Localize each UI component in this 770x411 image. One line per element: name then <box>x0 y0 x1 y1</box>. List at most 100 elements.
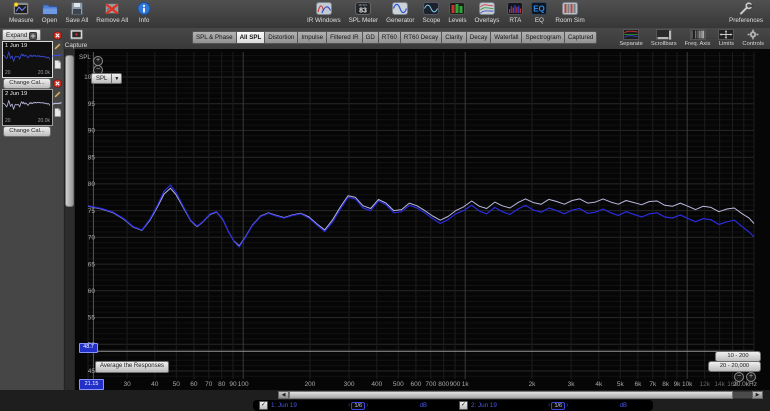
measurement-card-2[interactable]: 2 Jun 19 20 20.0k <box>2 89 53 126</box>
toolbar-button-scope[interactable]: Scope <box>418 2 444 24</box>
measurement-title: 1 Jun 19 <box>5 43 28 49</box>
horizontal-scrollbar-track[interactable] <box>733 391 752 399</box>
tab-distortion[interactable]: Distortion <box>265 31 299 44</box>
tab-filtered-ir[interactable]: Filtered IR <box>327 31 363 44</box>
y-tick-label: 45 <box>88 368 96 375</box>
toolbar-button-label: RTA <box>509 16 522 24</box>
x-tick-label: 6k <box>634 381 642 388</box>
spl-graph-selector[interactable]: SPL ▼ <box>91 73 123 84</box>
capture-button[interactable]: Capture <box>60 29 92 49</box>
x-tick-label: 10k <box>682 381 693 388</box>
toolbar-button-save-all[interactable]: Save All <box>62 2 93 24</box>
y-tick-label: 95 <box>88 101 96 108</box>
tab-impulse[interactable]: Impulse <box>298 31 328 44</box>
close-icon[interactable] <box>52 79 62 88</box>
graph-button-label: Freq. Axis <box>684 41 711 47</box>
spl-meter-icon: dB SPL 83 <box>355 2 372 15</box>
sidebar-scrollbar-thumb[interactable] <box>65 55 74 207</box>
controls-icon <box>745 29 761 40</box>
toolbar-button-overlays[interactable]: Overlays <box>471 2 504 24</box>
trace-color-icon[interactable] <box>52 53 62 58</box>
spl-plot[interactable]: 1009590858075706560555045304050607080901… <box>75 49 770 390</box>
bottom-bar: ◀ ▶ ✓ 1: Jun 19 ‹ 1/6 › dB ✓ 2: Jun 19 ‹ 1/6 › dB <box>0 390 770 411</box>
close-icon[interactable] <box>52 31 62 40</box>
y-tick-label: 80 <box>88 181 96 188</box>
toolbar-button-info[interactable]: Info <box>132 2 156 24</box>
tab-all-spl[interactable]: All SPL <box>236 31 266 44</box>
tab-spectrogram[interactable]: Spectrogram <box>522 31 565 44</box>
legend-checkbox[interactable]: ✓ <box>459 401 468 410</box>
smoothing-control[interactable]: ‹ 1/6 › <box>548 401 569 410</box>
graph-tabs: SPL & Phase All SPL Distortion Impulse Filte… <box>192 31 598 44</box>
tab-waterfall[interactable]: Waterfall <box>491 31 523 44</box>
chevron-down-icon[interactable]: ▼ <box>112 73 123 84</box>
edit-icon[interactable] <box>53 42 62 51</box>
tab-captured[interactable]: Captured <box>564 31 598 44</box>
legend-checkbox[interactable]: ✓ <box>259 401 268 410</box>
graph-button-controls[interactable]: Controls <box>738 29 768 47</box>
y-tick-label: 75 <box>88 208 96 215</box>
notes-icon[interactable] <box>53 108 62 117</box>
toolbar-button-open[interactable]: Open <box>38 2 62 24</box>
thumbnail-freq-range: 20 20.0k <box>3 118 52 124</box>
expand-icon <box>29 31 38 40</box>
toolbar-button-spl-meter[interactable]: dB SPL 83 SPL Meter <box>345 2 383 24</box>
sidebar-scrollbar[interactable] <box>64 49 75 390</box>
horizontal-scrollbar-thumb[interactable] <box>289 391 733 399</box>
average-responses-button[interactable]: Average the Responses <box>95 361 169 373</box>
graph-button-limits[interactable]: Limits <box>714 29 738 47</box>
x-tick-label: 500 <box>393 381 404 388</box>
tab-rt60[interactable]: RT60 <box>378 31 401 44</box>
eq-icon: EQ <box>531 2 548 15</box>
trace-legend: ✓ 1: Jun 19 ‹ 1/6 › dB ✓ 2: Jun 19 ‹ 1/6 › dB <box>253 400 653 411</box>
y-tick-label: 60 <box>88 288 96 295</box>
x-tick-label: 5k <box>617 381 625 388</box>
tab-clarity[interactable]: Clarity <box>442 31 467 44</box>
x-tick-label: 4k <box>595 381 603 388</box>
change-cal-button-2[interactable]: Change Cal... <box>3 126 51 137</box>
toolbar-button-remove-all[interactable]: Remove All <box>92 2 132 24</box>
smoothing-right-arrow[interactable]: › <box>366 402 369 409</box>
tab-rt60-decay[interactable]: RT60 Decay <box>400 31 443 44</box>
tab-spl-phase[interactable]: SPL & Phase <box>192 31 237 44</box>
freq-range-20-20000-button[interactable]: 20 - 20,000 <box>708 361 761 372</box>
edit-icon[interactable] <box>53 90 62 99</box>
tab-decay[interactable]: Decay <box>466 31 492 44</box>
rta-icon <box>507 2 524 15</box>
measurement-card-1[interactable]: 1 Jun 19 20 20.0k <box>2 41 53 78</box>
trace-color-icon[interactable] <box>52 101 62 106</box>
smoothing-control[interactable]: ‹ 1/6 › <box>348 401 369 410</box>
scroll-right-arrow[interactable]: ▶ <box>752 391 763 399</box>
smoothing-right-arrow[interactable]: › <box>566 402 569 409</box>
notes-icon[interactable] <box>53 60 62 69</box>
toolbar-button-rta[interactable]: RTA <box>503 2 527 24</box>
smoothing-left-arrow[interactable]: ‹ <box>548 402 551 409</box>
thumb-freq-max: 20.0k <box>37 118 50 124</box>
axis-zoom-in-button[interactable]: + <box>746 372 756 382</box>
smoothing-left-arrow[interactable]: ‹ <box>348 402 351 409</box>
save-all-icon <box>69 2 85 15</box>
svg-text:dB SPL: dB SPL <box>359 3 368 7</box>
capture-icon <box>69 29 84 40</box>
tab-gd[interactable]: GD <box>362 31 379 44</box>
graph-button-separate[interactable]: Separate <box>615 29 647 47</box>
graph-button-label: Separate <box>619 41 643 47</box>
toolbar-button-ir-windows[interactable]: IR Windows <box>303 2 345 24</box>
toolbar-button-eq[interactable]: EQ EQ <box>527 2 551 24</box>
toolbar-button-generator[interactable]: Generator <box>382 2 418 24</box>
toolbar-button-levels[interactable]: Levels <box>444 2 470 24</box>
graph-button-scrollbars[interactable]: Scrollbars <box>647 29 681 47</box>
graph-horizontal-scrollbar[interactable]: ◀ ▶ <box>278 391 763 399</box>
graph-button-freq-axis[interactable]: Freq. Axis <box>681 29 715 47</box>
toolbar-button-measure[interactable]: Measure <box>5 2 38 24</box>
change-cal-button-1[interactable]: Change Cal... <box>3 78 51 89</box>
x-tick-label: 14k <box>714 381 725 388</box>
toolbar-button-preferences[interactable]: Preferences <box>725 2 767 24</box>
scroll-left-arrow[interactable]: ◀ <box>278 391 289 399</box>
toolbar-button-label: Levels <box>448 16 467 24</box>
toolbar-right-group: IR Windows dB SPL 83 SPL Meter Generator Scop… <box>303 2 589 24</box>
toolbar-button-label: Remove All <box>96 16 129 24</box>
toolbar-button-room-sim[interactable]: Room Sim <box>551 2 588 24</box>
toolbar-button-label: Preferences <box>729 16 763 24</box>
axis-zoom-out-button[interactable]: − <box>734 372 744 382</box>
